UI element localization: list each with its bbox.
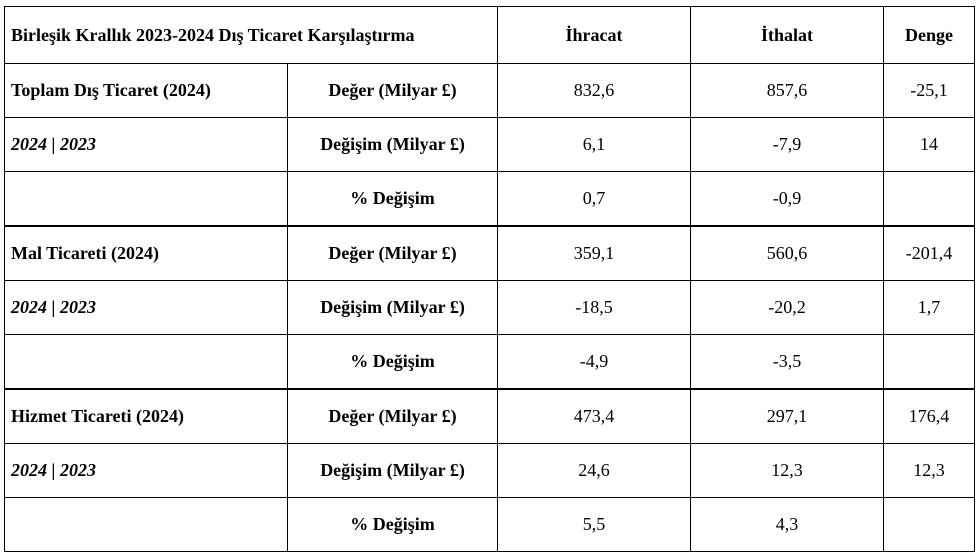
metric-label: Değer (Milyar £)	[286, 225, 499, 281]
import-value: -3,5	[690, 334, 885, 390]
import-value: 857,6	[690, 63, 885, 118]
table-row: Toplam Dış Ticaret (2024) Değer (Milyar …	[4, 63, 976, 118]
balance-value: 12,3	[883, 443, 976, 498]
export-value: 6,1	[497, 117, 692, 172]
balance-value: 1,7	[883, 280, 976, 335]
column-header-balance: Denge	[883, 6, 976, 64]
metric-label: % Değişim	[286, 334, 499, 390]
trade-comparison-table: Birleşik Krallık 2023-2024 Dış Ticaret K…	[3, 6, 976, 552]
empty-cell	[4, 171, 288, 227]
balance-value: 176,4	[883, 388, 976, 444]
metric-label: Değişim (Milyar £)	[286, 443, 499, 498]
table-row: 2024 | 2023 Değişim (Milyar £) 6,1 -7,9 …	[4, 117, 976, 172]
export-value: 832,6	[497, 63, 692, 118]
export-value: 359,1	[497, 225, 692, 281]
table-row: Mal Ticareti (2024) Değer (Milyar £) 359…	[4, 225, 976, 281]
column-header-import: İthalat	[690, 6, 885, 64]
balance-value	[883, 334, 976, 390]
import-value: 560,6	[690, 225, 885, 281]
column-header-export: İhracat	[497, 6, 692, 64]
table-row: 2024 | 2023 Değişim (Milyar £) -18,5 -20…	[4, 280, 976, 335]
empty-cell	[4, 334, 288, 390]
balance-value: -201,4	[883, 225, 976, 281]
table-row: % Değişim -4,9 -3,5	[4, 334, 976, 390]
empty-cell	[4, 497, 288, 552]
import-value: -7,9	[690, 117, 885, 172]
import-value: 4,3	[690, 497, 885, 552]
metric-label: Değer (Milyar £)	[286, 63, 499, 118]
metric-label: Değişim (Milyar £)	[286, 280, 499, 335]
table-row: Hizmet Ticareti (2024) Değer (Milyar £) …	[4, 388, 976, 444]
metric-label: % Değişim	[286, 497, 499, 552]
table-row: % Değişim 5,5 4,3	[4, 497, 976, 552]
balance-value: -25,1	[883, 63, 976, 118]
import-value: 297,1	[690, 388, 885, 444]
balance-value	[883, 171, 976, 227]
balance-value	[883, 497, 976, 552]
metric-label: Değer (Milyar £)	[286, 388, 499, 444]
balance-value: 14	[883, 117, 976, 172]
comparison-period-label: 2024 | 2023	[4, 443, 288, 498]
metric-label: % Değişim	[286, 171, 499, 227]
header-row: Birleşik Krallık 2023-2024 Dış Ticaret K…	[3, 6, 976, 64]
metric-label: Değişim (Milyar £)	[286, 117, 499, 172]
export-value: -4,9	[497, 334, 692, 390]
export-value: 5,5	[497, 497, 692, 552]
export-value: 0,7	[497, 171, 692, 227]
section-label: Toplam Dış Ticaret (2024)	[4, 63, 288, 118]
export-value: 473,4	[497, 388, 692, 444]
import-value: -0,9	[690, 171, 885, 227]
export-value: -18,5	[497, 280, 692, 335]
comparison-period-label: 2024 | 2023	[4, 280, 288, 335]
import-value: -20,2	[690, 280, 885, 335]
export-value: 24,6	[497, 443, 692, 498]
section-label: Hizmet Ticareti (2024)	[4, 388, 288, 444]
comparison-period-label: 2024 | 2023	[4, 117, 288, 172]
import-value: 12,3	[690, 443, 885, 498]
section-label: Mal Ticareti (2024)	[4, 225, 288, 281]
table-title: Birleşik Krallık 2023-2024 Dış Ticaret K…	[3, 6, 499, 64]
table-row: 2024 | 2023 Değişim (Milyar £) 24,6 12,3…	[4, 443, 976, 498]
table-row: % Değişim 0,7 -0,9	[4, 171, 976, 227]
